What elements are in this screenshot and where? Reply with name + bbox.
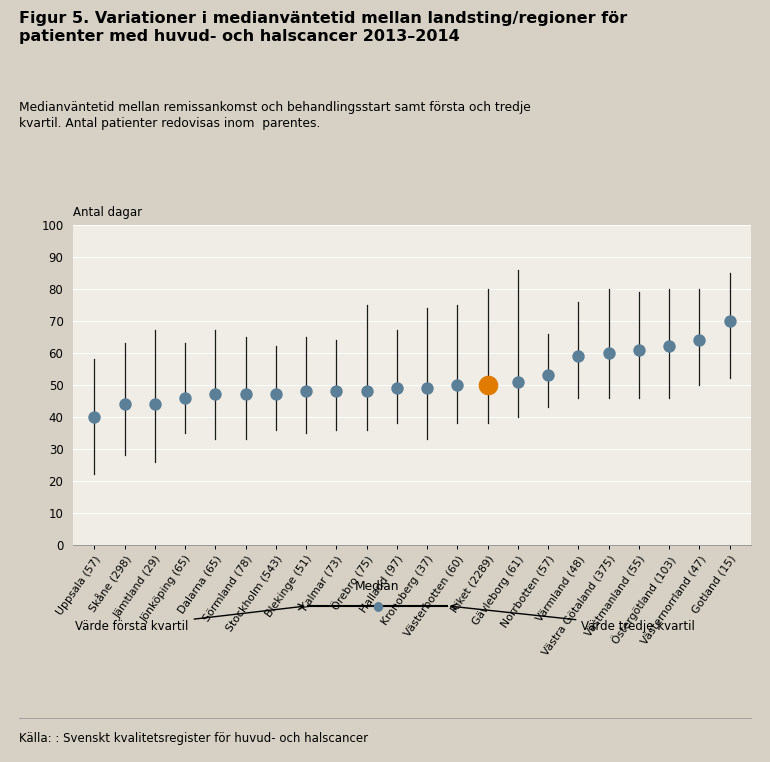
Point [330,385,343,397]
Point [512,376,524,388]
Point [300,385,313,397]
Point [209,389,222,401]
Text: Värde tredje kvartil: Värde tredje kvartil [451,604,695,633]
Point [542,369,554,381]
Point [451,379,464,391]
Point [602,347,614,359]
Text: Värde första kvartil: Värde första kvartil [75,604,303,633]
Point [663,341,675,353]
Text: Antal dagar: Antal dagar [73,207,142,219]
Point [572,350,584,362]
Point [724,315,736,327]
Point [390,382,403,394]
Text: Källa: : Svenskt kvalitetsregister för huvud- och halscancer: Källa: : Svenskt kvalitetsregister för h… [19,732,368,745]
Point [693,334,705,346]
Point [88,411,100,423]
Point [421,382,434,394]
Text: ●: ● [372,599,383,613]
Point [179,392,191,404]
Point [481,379,494,391]
Text: Medianväntetid mellan remissankomst och behandlingsstart samt första och tredje
: Medianväntetid mellan remissankomst och … [19,101,531,130]
Text: Figur 5. Variationer i medianväntetid mellan landsting/regioner för
patienter me: Figur 5. Variationer i medianväntetid me… [19,11,628,44]
Text: Median: Median [355,580,400,593]
Point [239,389,252,401]
Point [270,389,282,401]
Point [119,398,131,410]
Point [360,385,373,397]
Point [149,398,161,410]
Point [633,344,645,356]
